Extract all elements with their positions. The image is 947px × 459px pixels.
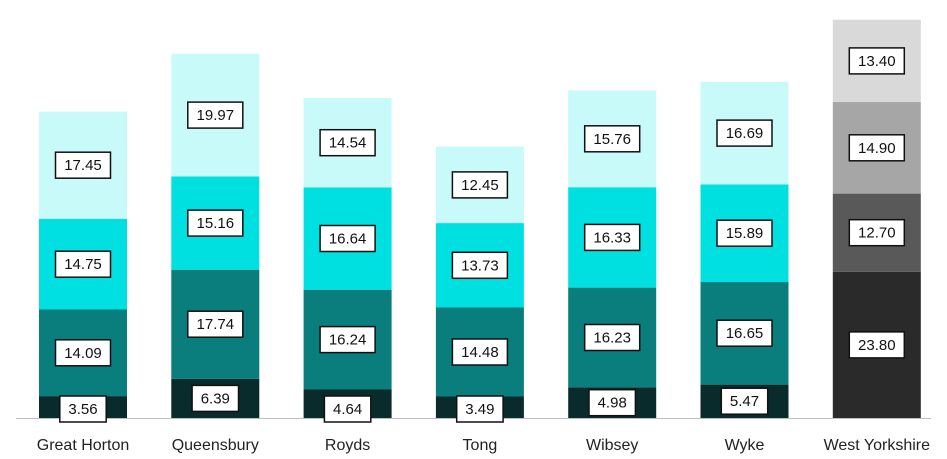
data-label: 12.70 (848, 218, 906, 247)
data-label-box (54, 250, 112, 278)
data-label-box (54, 339, 112, 367)
data-label: 15.76 (583, 125, 641, 153)
data-label: 14.90 (848, 134, 906, 162)
data-label-text: 16.24 (329, 332, 367, 349)
data-label-text: 3.56 (68, 401, 97, 418)
data-label-box (187, 209, 244, 237)
data-label-box (848, 134, 906, 162)
data-label-box (716, 319, 773, 347)
data-label: 15.16 (187, 209, 244, 237)
data-label: 14.48 (451, 338, 509, 366)
data-label-box (716, 219, 773, 247)
data-label-text: 16.64 (329, 231, 367, 248)
data-label: 19.97 (187, 101, 244, 129)
data-label-text: 14.90 (858, 140, 896, 157)
data-label-text: 6.39 (201, 390, 230, 407)
data-label-text: 4.64 (333, 401, 362, 418)
data-label-text: 15.89 (726, 225, 764, 242)
data-label-box (848, 47, 906, 75)
data-label-text: 16.33 (593, 229, 631, 246)
data-label-box (588, 388, 637, 417)
data-label-box (455, 395, 504, 423)
data-label-box (319, 325, 376, 354)
data-label-box (319, 128, 376, 157)
category-label: Wyke (725, 437, 765, 454)
data-label: 4.64 (323, 395, 372, 423)
data-label-text: 13.40 (858, 53, 896, 70)
data-label-box (319, 224, 376, 253)
data-label-box (583, 323, 641, 352)
category-label: West Yorkshire (824, 437, 931, 454)
data-label-text: 15.16 (197, 215, 235, 232)
data-label: 16.33 (583, 223, 641, 252)
data-label-box (187, 310, 244, 338)
data-label: 6.39 (191, 384, 240, 413)
category-label: Queensbury (172, 437, 259, 454)
data-label-box (451, 338, 509, 366)
data-label-box (451, 251, 509, 280)
data-label: 15.89 (716, 219, 773, 247)
category-label: Royds (325, 437, 370, 454)
data-label-text: 14.54 (329, 135, 367, 152)
data-label-text: 4.98 (598, 395, 627, 412)
data-label-text: 12.70 (858, 225, 896, 242)
data-label: 5.47 (720, 387, 769, 415)
data-label-text: 19.97 (197, 107, 235, 124)
data-label: 14.54 (319, 128, 376, 157)
data-label: 13.40 (848, 47, 906, 75)
data-label-text: 15.76 (593, 131, 631, 148)
data-label: 14.09 (54, 339, 112, 367)
data-label-text: 16.23 (593, 330, 631, 347)
category-label: Tong (463, 437, 498, 454)
data-label-box (716, 119, 773, 147)
data-label-text: 3.49 (465, 401, 494, 418)
data-label-box (323, 395, 372, 423)
data-label-box (583, 125, 641, 153)
data-label: 13.73 (451, 251, 509, 280)
data-label-text: 5.47 (730, 393, 759, 410)
data-label-box (59, 395, 107, 423)
data-label-text: 13.73 (461, 257, 499, 274)
data-labels-layer: 3.56 14.09 14.75 17.45 6.39 17.74 15.16 19.97 4.… (54, 47, 906, 423)
data-label-text: 12.45 (461, 177, 499, 194)
data-label-box (191, 384, 240, 413)
data-label: 17.74 (187, 310, 244, 338)
data-label: 17.45 (54, 151, 112, 179)
data-label-text: 14.48 (461, 344, 499, 361)
data-label: 16.69 (716, 119, 773, 147)
data-label-box (720, 387, 769, 415)
data-label-text: 14.75 (64, 256, 102, 273)
data-label-box (54, 151, 112, 179)
data-label-box (451, 171, 509, 199)
data-label: 16.64 (319, 224, 376, 253)
data-label-text: 16.65 (726, 325, 764, 342)
data-label-text: 17.74 (197, 316, 235, 333)
data-label-text: 17.45 (64, 157, 102, 174)
data-label-text: 16.69 (726, 125, 764, 142)
data-label: 16.65 (716, 319, 773, 347)
data-label: 3.56 (59, 395, 107, 423)
data-label: 3.49 (455, 395, 504, 423)
data-label: 14.75 (54, 250, 112, 278)
data-label-text: 23.80 (858, 337, 896, 354)
data-label: 16.23 (583, 323, 641, 352)
data-label-box (848, 331, 906, 359)
category-label: Great Horton (37, 437, 129, 454)
category-labels-layer: Great Horton Queensbury Royds Tong Wibsey Wyk… (37, 437, 930, 454)
data-label-box (583, 223, 641, 252)
data-label-text: 14.09 (64, 345, 102, 362)
data-label: 12.45 (451, 171, 509, 199)
data-label: 16.24 (319, 325, 376, 354)
data-label: 23.80 (848, 331, 906, 359)
data-label-box (848, 218, 906, 247)
category-label: Wibsey (586, 437, 638, 454)
data-label-box (187, 101, 244, 129)
data-label: 4.98 (588, 388, 637, 417)
